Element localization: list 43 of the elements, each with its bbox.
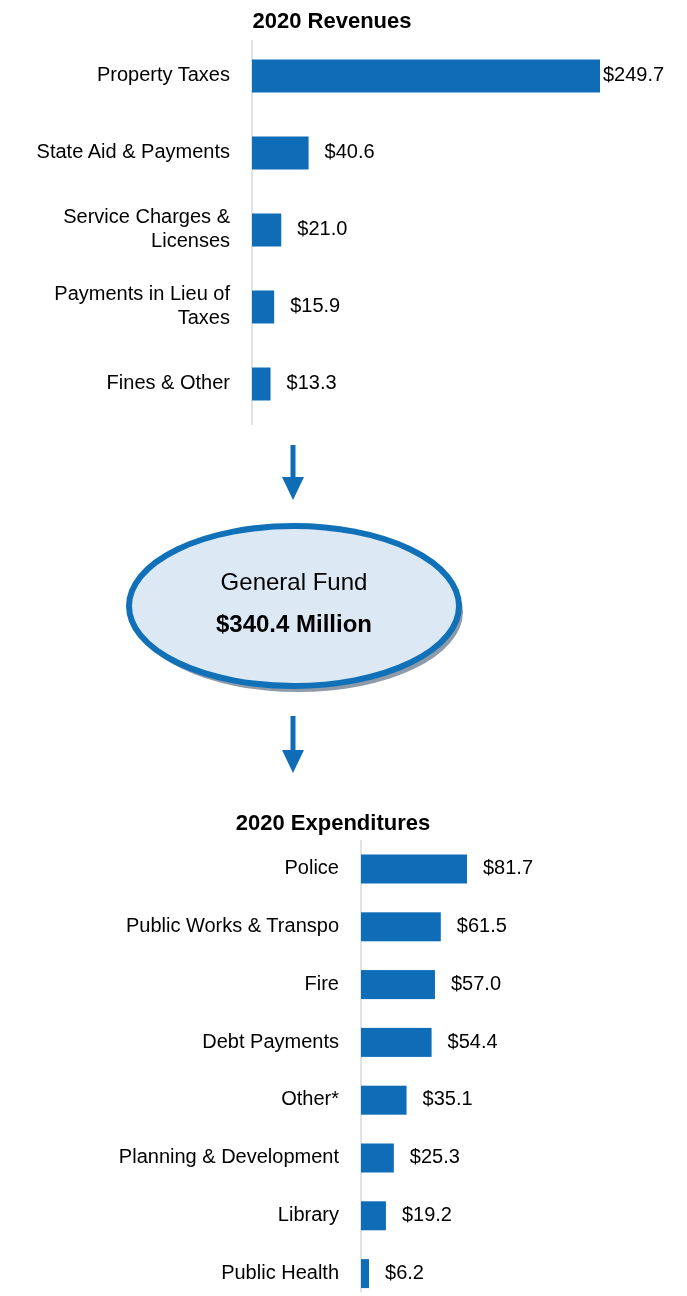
- data-label: $57.0: [450, 971, 502, 994]
- bar: [252, 136, 309, 170]
- bar: [361, 1027, 432, 1057]
- y-tick-label: Property Taxes: [96, 63, 230, 86]
- y-tick-label: Payments in Lieu of Taxes: [54, 282, 231, 329]
- y-tick-label: Public Health: [221, 1260, 339, 1283]
- bar: [252, 290, 275, 324]
- data-label: $25.3: [409, 1145, 460, 1168]
- data-label: $249.7: [603, 63, 665, 86]
- data-label: $21.0: [297, 217, 348, 240]
- bar: [361, 970, 435, 1000]
- y-tick-label: Public Works & Transpo: [125, 914, 339, 937]
- y-tick-label: Debt Payments: [202, 1029, 339, 1052]
- data-label: $61.5: [456, 914, 507, 937]
- data-label: $19.2: [401, 1203, 452, 1226]
- data-label: $40.6: [324, 140, 375, 163]
- y-tick-label: Service Charges & Licenses: [63, 205, 231, 252]
- data-label: $54.4: [447, 1029, 498, 1052]
- y-tick-label: Library: [277, 1203, 339, 1226]
- bar: [252, 213, 282, 247]
- bar: [361, 1143, 394, 1173]
- y-tick-label: Fines & Other: [106, 371, 231, 394]
- y-tick-label: State Aid & Payments: [36, 140, 230, 163]
- data-label: $81.7: [483, 856, 534, 879]
- data-label: $15.9: [290, 294, 341, 317]
- text: $340.4 Million: [215, 610, 373, 638]
- bar: [361, 1085, 407, 1115]
- bar: [252, 59, 600, 93]
- chart-title: 2020 Expenditures: [235, 809, 431, 835]
- y-tick-label: Fire: [304, 971, 339, 994]
- y-tick-label: Planning & Development: [118, 1145, 340, 1168]
- chart-title: 2020 Revenues: [252, 7, 412, 33]
- bar: [361, 854, 467, 884]
- bar: [361, 1201, 386, 1231]
- bar: [361, 912, 441, 942]
- data-label: $13.3: [286, 371, 337, 394]
- bar: [252, 367, 271, 401]
- text: General Fund: [220, 568, 368, 596]
- data-label: $35.1: [422, 1087, 473, 1110]
- bar: [361, 1259, 370, 1289]
- y-tick-label: Other*: [281, 1087, 340, 1110]
- y-tick-label: Police: [284, 856, 339, 879]
- data-label: $6.2: [385, 1260, 424, 1283]
